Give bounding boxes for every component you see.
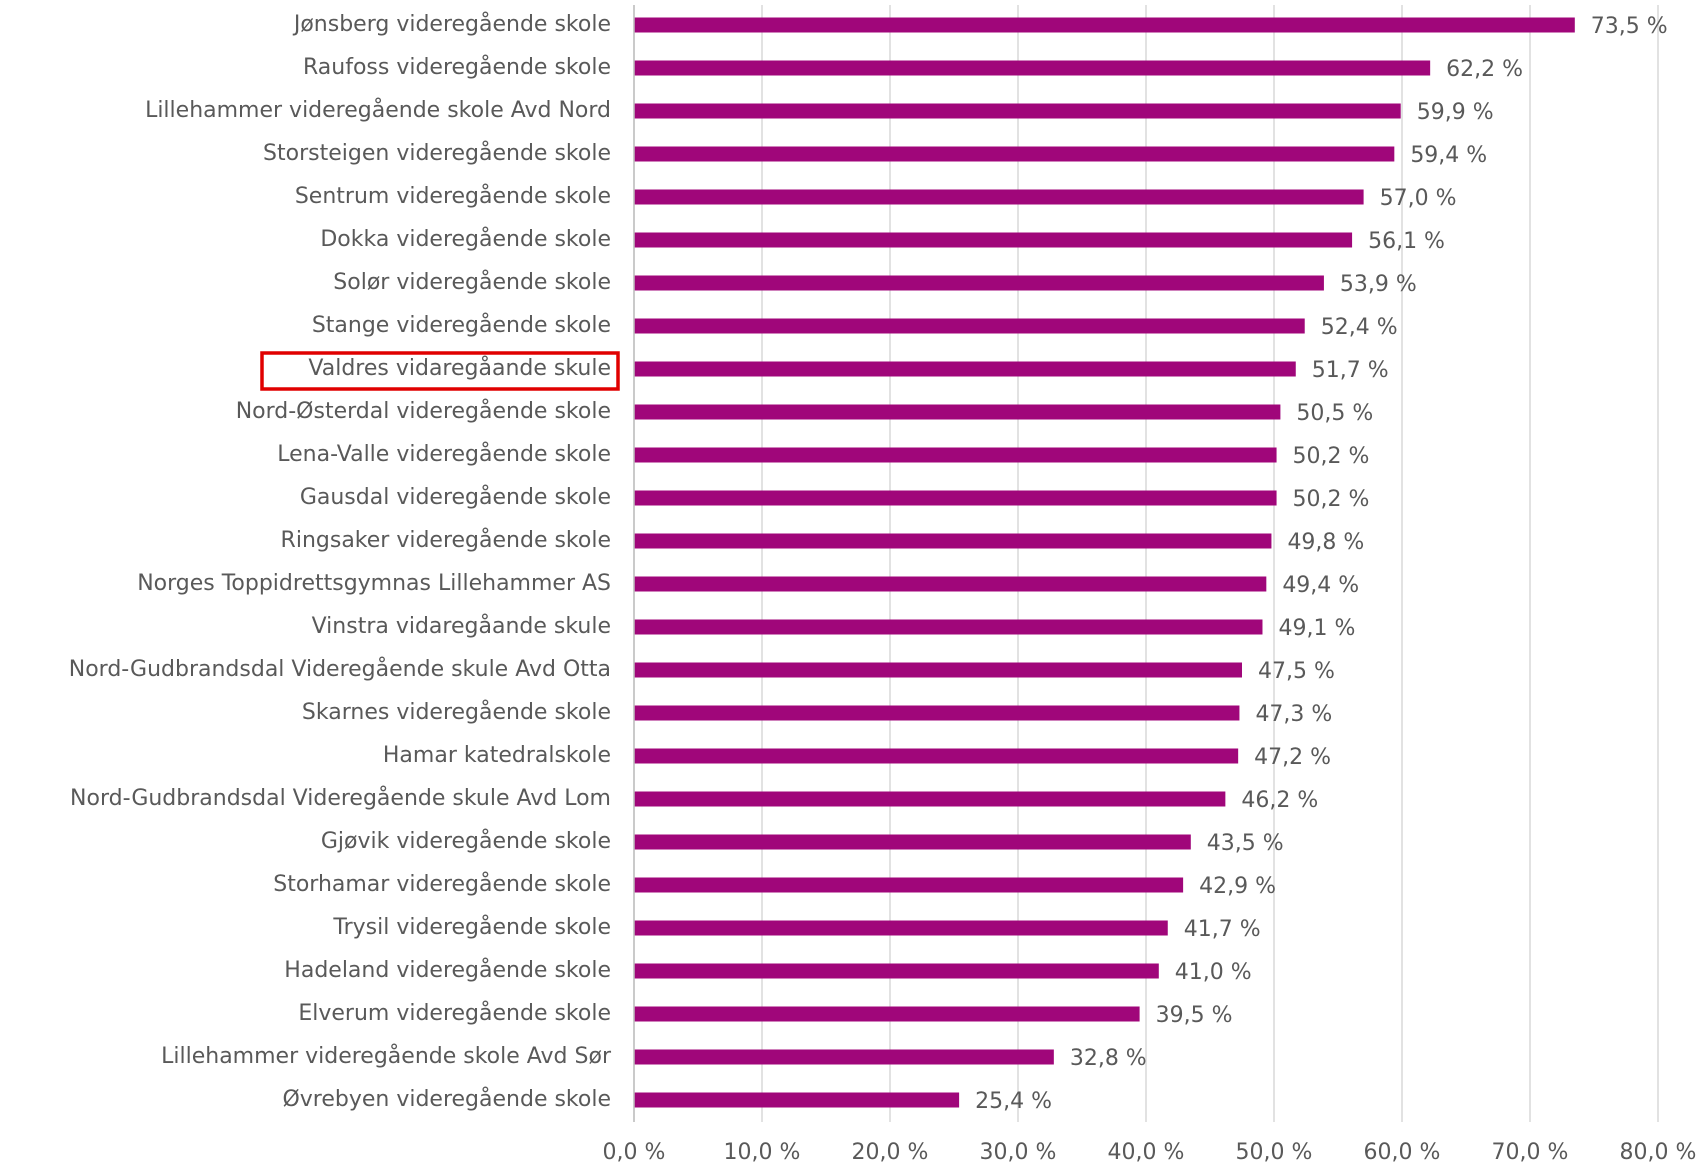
category-label: Jønsberg videregående skole [292, 11, 611, 37]
bar [634, 447, 1277, 463]
bar [634, 189, 1364, 205]
value-label: 50,2 % [1293, 487, 1370, 512]
bar [634, 404, 1281, 420]
category-label: Stange videregående skole [312, 312, 611, 338]
category-label: Lillehammer videregående skole Avd Nord [145, 97, 611, 123]
x-tick-label: 20,0 % [852, 1140, 929, 1165]
category-label: Raufoss videregående skole [303, 54, 611, 80]
value-label: 42,9 % [1199, 874, 1276, 899]
bar [634, 361, 1296, 377]
value-label: 52,4 % [1321, 315, 1398, 340]
x-tick-label: 60,0 % [1364, 1140, 1441, 1165]
bar [634, 705, 1240, 721]
bar [634, 834, 1191, 850]
category-label: Nord-Østerdal videregående skole [236, 398, 611, 424]
value-label: 47,3 % [1255, 702, 1332, 727]
bar [634, 662, 1242, 678]
bar [634, 232, 1353, 248]
value-label: 47,2 % [1254, 745, 1331, 770]
value-label: 25,4 % [975, 1089, 1052, 1114]
category-label: Nord-Gudbrandsdal Videregående skule Avd… [69, 656, 611, 682]
value-label: 56,1 % [1368, 229, 1445, 254]
category-label: Ringsaker videregående skole [281, 527, 611, 553]
value-label: 32,8 % [1070, 1046, 1147, 1071]
x-tick-label: 10,0 % [724, 1140, 801, 1165]
category-label: Storsteigen videregående skole [263, 140, 611, 166]
x-tick-label: 70,0 % [1492, 1140, 1569, 1165]
category-label: Elverum videregående skole [298, 1000, 611, 1026]
category-label: Lillehammer videregående skole Avd Sør [161, 1043, 612, 1069]
bar [634, 877, 1184, 893]
bar [634, 490, 1277, 506]
value-label: 49,8 % [1287, 530, 1364, 555]
value-label: 49,4 % [1282, 573, 1359, 598]
bar [634, 318, 1305, 334]
x-tick-label: 40,0 % [1108, 1140, 1185, 1165]
value-label: 39,5 % [1156, 1003, 1233, 1028]
value-label: 57,0 % [1380, 186, 1457, 211]
bar [634, 103, 1401, 119]
bar [634, 576, 1267, 592]
bar [634, 963, 1159, 979]
x-tick-label: 0,0 % [603, 1140, 666, 1165]
value-label: 62,2 % [1446, 57, 1523, 82]
category-label: Nord-Gudbrandsdal Videregående skule Avd… [70, 785, 611, 811]
value-label: 59,9 % [1417, 100, 1494, 125]
category-label: Hamar katedralskole [383, 743, 611, 768]
value-label: 43,5 % [1207, 831, 1284, 856]
value-label: 51,7 % [1312, 358, 1389, 383]
category-label: Hadeland videregående skole [284, 957, 611, 983]
category-label: Lena-Valle videregående skole [277, 441, 611, 467]
bar [634, 1006, 1140, 1022]
category-label: Solør videregående skole [333, 269, 611, 295]
value-label: 41,0 % [1175, 960, 1252, 985]
value-label: 50,2 % [1293, 444, 1370, 469]
category-label: Sentrum videregående skole [295, 183, 611, 209]
category-label: Storhamar videregående skole [273, 871, 611, 897]
value-label: 59,4 % [1410, 143, 1487, 168]
bar [634, 17, 1575, 33]
value-label: 49,1 % [1278, 616, 1355, 641]
value-label: 53,9 % [1340, 272, 1417, 297]
x-tick-label: 30,0 % [980, 1140, 1057, 1165]
category-label: Valdres vidaregåande skule [308, 355, 611, 381]
category-label: Øvrebyen videregående skole [282, 1086, 611, 1112]
bar [634, 619, 1263, 635]
bar [634, 146, 1395, 162]
highlight-box [260, 351, 620, 391]
bar [634, 748, 1239, 764]
category-label: Gjøvik videregående skole [321, 828, 611, 854]
value-label: 41,7 % [1184, 917, 1261, 942]
x-tick-label: 50,0 % [1236, 1140, 1313, 1165]
value-label: 46,2 % [1241, 788, 1318, 813]
bar [634, 533, 1272, 549]
category-label: Vinstra vidaregåande skule [312, 613, 611, 639]
bar [634, 791, 1226, 807]
category-label: Trysil videregående skole [332, 914, 611, 940]
bar [634, 1092, 960, 1108]
category-label: Skarnes videregående skole [302, 699, 611, 725]
category-label: Norges Toppidrettsgymnas Lillehammer AS [137, 571, 611, 596]
value-label: 50,5 % [1296, 401, 1373, 426]
bar [634, 275, 1324, 291]
category-label: Dokka videregående skole [320, 226, 611, 252]
bar [634, 60, 1431, 76]
x-tick-label: 80,0 % [1620, 1140, 1697, 1165]
value-label: 47,5 % [1258, 659, 1335, 684]
category-label: Gausdal videregående skole [300, 484, 611, 510]
bar [634, 1049, 1054, 1065]
value-label: 73,5 % [1591, 14, 1668, 39]
bar [634, 920, 1168, 936]
